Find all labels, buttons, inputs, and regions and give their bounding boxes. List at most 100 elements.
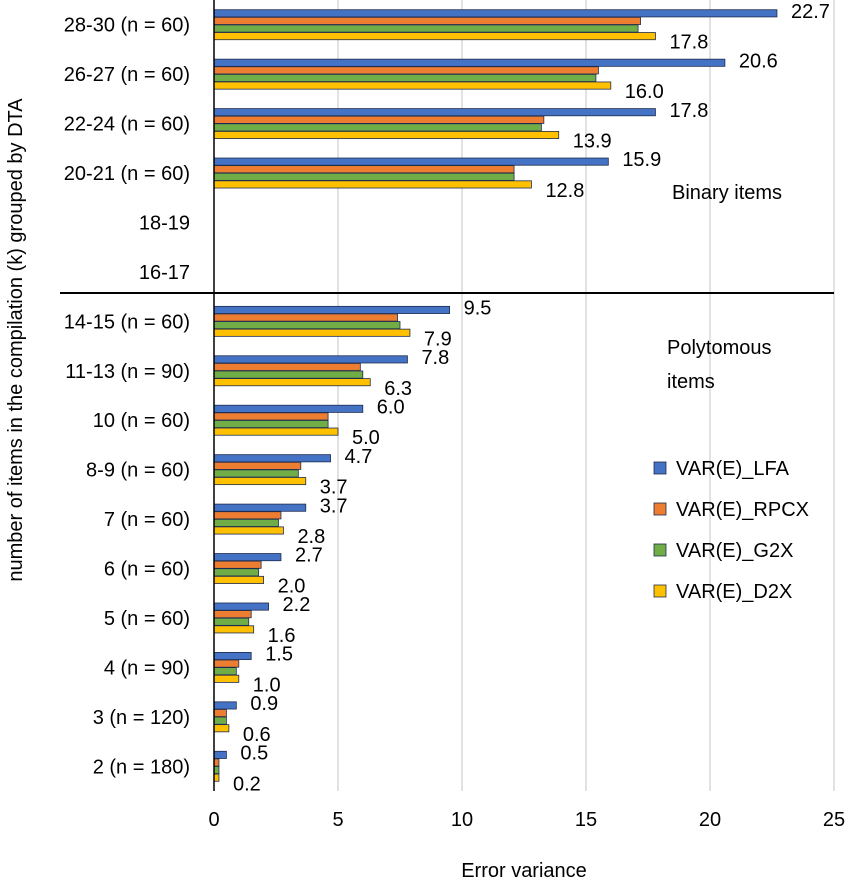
x-tick-label: 0 <box>208 809 219 831</box>
bar-var-e-d2x-8 <box>213 427 339 436</box>
bar-var-e-g2x-8 <box>213 420 329 429</box>
x-tick-label: 25 <box>823 809 845 831</box>
x-tick-label: 10 <box>451 809 473 831</box>
x-tick-label: 15 <box>575 809 597 831</box>
legend-swatch-var-e-rpcx <box>653 502 667 516</box>
x-tick-labels: 0 5 10 15 20 25 <box>208 809 845 831</box>
x-axis-label: Error variance <box>461 860 587 882</box>
legend-swatch-var-e-d2x <box>653 584 667 598</box>
bar-var-e-rpcx-3 <box>213 165 515 174</box>
bar-var-e-g2x-10 <box>213 518 279 527</box>
bar-var-e-d2x-2 <box>213 130 560 139</box>
data-label-lfa: 7.8 <box>421 347 449 369</box>
binary-items-annotation: Binary items <box>672 182 782 204</box>
category-label: 10 (n = 60) <box>93 410 190 432</box>
bar-var-e-d2x-1 <box>213 81 612 90</box>
bar-var-e-g2x-11 <box>213 568 260 577</box>
category-label: 26-27 (n = 60) <box>64 64 190 86</box>
category-label: 22-24 (n = 60) <box>64 114 190 136</box>
data-label-d2x: 6.3 <box>384 378 412 400</box>
bar-var-e-d2x-6 <box>213 328 411 337</box>
bar-var-e-rpcx-12 <box>213 610 252 619</box>
data-label-d2x: 0.2 <box>233 773 261 795</box>
bar-var-e-g2x-13 <box>213 667 237 676</box>
data-label-d2x: 2.8 <box>297 526 325 548</box>
bar-var-e-lfa-2 <box>213 108 656 117</box>
bar-var-e-rpcx-2 <box>213 115 545 124</box>
data-label-d2x: 16.0 <box>625 81 664 103</box>
data-label-lfa: 0.5 <box>240 742 268 764</box>
bar-var-e-g2x-1 <box>213 73 597 82</box>
bars <box>213 9 778 782</box>
category-label: 20-21 (n = 60) <box>64 163 190 185</box>
category-label: 16-17 <box>139 262 190 284</box>
data-label-d2x: 3.7 <box>320 477 348 499</box>
x-tick-label: 20 <box>699 809 721 831</box>
data-label-d2x: 5.0 <box>352 427 380 449</box>
data-label-lfa: 20.6 <box>739 50 778 72</box>
bar-var-e-lfa-12 <box>213 602 269 611</box>
data-label-lfa: 1.5 <box>265 644 293 666</box>
bar-var-e-lfa-14 <box>213 701 237 710</box>
data-label-d2x: 1.0 <box>253 674 281 696</box>
bar-var-e-rpcx-11 <box>213 560 262 569</box>
y-axis-label: number of items in the compilation (k) g… <box>5 98 27 582</box>
data-label-lfa: 22.7 <box>791 1 830 23</box>
category-label: 8-9 (n = 60) <box>86 460 190 482</box>
bar-var-e-d2x-13 <box>213 674 240 683</box>
data-label-lfa: 15.9 <box>622 149 661 171</box>
bar-var-e-rpcx-8 <box>213 412 329 421</box>
bar-var-e-rpcx-13 <box>213 659 240 668</box>
bar-var-e-lfa-3 <box>213 157 609 166</box>
bar-var-e-lfa-6 <box>213 305 451 314</box>
data-label-lfa: 6.0 <box>377 396 405 418</box>
bar-var-e-g2x-3 <box>213 172 515 181</box>
data-label-d2x: 13.9 <box>573 131 612 153</box>
data-label-lfa: 2.7 <box>295 545 323 567</box>
data-label-d2x: 7.9 <box>424 328 452 350</box>
bar-var-e-rpcx-14 <box>213 709 227 718</box>
category-label: 5 (n = 60) <box>104 608 190 630</box>
bar-var-e-lfa-8 <box>213 404 364 413</box>
category-label: 4 (n = 90) <box>104 657 190 679</box>
bar-var-e-lfa-1 <box>213 58 726 67</box>
data-label-lfa: 17.8 <box>669 100 708 122</box>
legend-label-var-e-lfa: VAR(E)_LFA <box>676 458 790 480</box>
bar-var-e-d2x-0 <box>213 32 656 41</box>
bar-var-e-d2x-14 <box>213 724 230 733</box>
bar-var-e-lfa-11 <box>213 553 282 562</box>
bar-var-e-lfa-13 <box>213 652 252 661</box>
bar-var-e-lfa-9 <box>213 454 331 463</box>
bar-var-e-d2x-10 <box>213 526 284 535</box>
category-label: 28-30 (n = 60) <box>64 15 190 37</box>
category-label: 18-19 <box>139 212 190 234</box>
data-label-lfa: 2.2 <box>283 594 311 616</box>
data-label-d2x: 12.8 <box>545 180 584 202</box>
category-label: 2 (n = 180) <box>93 756 190 778</box>
bar-var-e-rpcx-6 <box>213 313 398 322</box>
bar-var-e-rpcx-9 <box>213 461 302 470</box>
legend-label-var-e-d2x: VAR(E)_D2X <box>676 581 792 603</box>
bar-var-e-g2x-14 <box>213 716 227 725</box>
data-labels: 22.717.820.616.017.813.915.912.89.57.97.… <box>233 1 830 795</box>
bar-var-e-rpcx-1 <box>213 66 599 75</box>
legend-swatch-var-e-lfa <box>653 461 667 475</box>
data-label-lfa: 3.7 <box>320 495 348 517</box>
data-label-lfa: 9.5 <box>464 298 492 320</box>
category-label: 3 (n = 120) <box>93 707 190 729</box>
bar-var-e-g2x-9 <box>213 469 299 478</box>
legend-label-var-e-rpcx: VAR(E)_RPCX <box>676 499 809 521</box>
legend: VAR(E)_LFA VAR(E)_RPCX VAR(E)_G2X VAR(E)_D2… <box>653 458 809 603</box>
bar-var-e-lfa-10 <box>213 503 307 512</box>
polytomous-items-annotation-line2: items <box>667 371 715 393</box>
category-labels: 28-30 (n = 60) 26-27 (n = 60) 22-24 (n = 6… <box>64 15 190 779</box>
legend-swatch-var-e-g2x <box>653 543 667 557</box>
bar-var-e-lfa-0 <box>213 9 778 18</box>
bar-var-e-rpcx-7 <box>213 362 361 371</box>
bar-var-e-lfa-7 <box>213 355 408 364</box>
data-label-d2x: 2.0 <box>278 576 306 598</box>
bar-var-e-d2x-11 <box>213 575 264 584</box>
bar-var-e-lfa-15 <box>213 750 227 759</box>
category-label: 11-13 (n = 90) <box>65 361 190 383</box>
